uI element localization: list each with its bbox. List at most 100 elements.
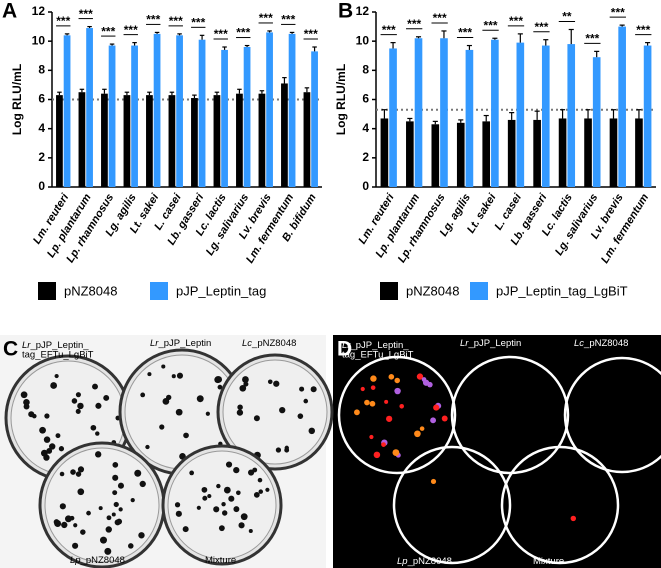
- y-tick-label: 10: [32, 33, 46, 47]
- colony: [92, 383, 98, 390]
- y-tick-label: 6: [362, 92, 369, 106]
- significance-label: ***: [124, 23, 138, 37]
- plate-label-text: Mixture: [533, 556, 564, 567]
- colony: [112, 490, 118, 496]
- colony: [71, 398, 78, 404]
- significance-label: ***: [484, 18, 498, 32]
- bar: [86, 28, 93, 187]
- colony: [238, 522, 245, 529]
- colony: [39, 426, 46, 434]
- colony: [196, 505, 201, 510]
- colony: [113, 501, 119, 508]
- bar: [78, 92, 86, 187]
- colony: [174, 502, 181, 508]
- colony: [112, 474, 119, 481]
- y-tick-label: 6: [38, 92, 45, 106]
- bar: [482, 121, 491, 187]
- plate-label-text: _pNZ8048: [583, 338, 628, 349]
- plate-label: Lp_pNZ8048: [70, 555, 125, 566]
- colony: [61, 521, 68, 529]
- error-bar: [610, 109, 617, 119]
- plate-label: Mixture: [533, 556, 564, 567]
- colony: [73, 523, 78, 528]
- colony: [59, 503, 66, 510]
- colony: [117, 482, 124, 489]
- error-bar: [560, 109, 566, 119]
- bar: [266, 32, 273, 187]
- panel-label: D: [337, 338, 352, 361]
- colony: [44, 413, 50, 419]
- bar: [389, 48, 397, 188]
- plate-label-species: Lr: [22, 340, 31, 351]
- colony: [205, 411, 210, 416]
- bar: [311, 51, 318, 187]
- error-bar: [492, 37, 498, 40]
- bar: [63, 35, 71, 188]
- colony: [95, 402, 102, 409]
- bar: [258, 93, 266, 187]
- bar: [191, 98, 198, 187]
- bar: [465, 49, 474, 187]
- plate: [450, 355, 570, 475]
- error-bar: [534, 110, 540, 120]
- colony: [43, 436, 51, 443]
- bar: [303, 92, 311, 187]
- bar: [507, 119, 516, 187]
- colony: [70, 469, 76, 475]
- error-bar: [441, 30, 447, 39]
- bar: [592, 57, 601, 188]
- plate-label: Lc_pNZ8048: [574, 338, 628, 349]
- plate-label-text: _pJP_Leptin_: [29, 340, 89, 351]
- colony: [103, 394, 110, 401]
- plate-label-species: Lr: [460, 338, 469, 349]
- colony: [99, 536, 107, 544]
- plate-label-line: tag_EFTu_LgBiT: [342, 350, 414, 361]
- plate-label-species: Lc: [242, 338, 252, 349]
- plate: [563, 356, 661, 474]
- colony: [414, 430, 421, 438]
- plate-label-species: Lc: [574, 338, 584, 349]
- colony: [360, 386, 365, 392]
- error-bar: [517, 33, 523, 43]
- y-tick-label: 0: [38, 179, 45, 193]
- legend-label: pNZ8048: [406, 283, 459, 298]
- colony: [161, 364, 166, 369]
- colony: [221, 501, 226, 507]
- colony: [207, 494, 212, 499]
- colony: [112, 461, 119, 468]
- colony: [370, 375, 377, 382]
- colony: [90, 424, 97, 431]
- y-tick-label: 8: [362, 63, 369, 77]
- bar: [491, 39, 499, 188]
- colony: [275, 447, 282, 453]
- significance-label: ***: [79, 7, 93, 21]
- plate-label: Lp_pNZ8048: [397, 556, 452, 567]
- bar: [176, 35, 183, 188]
- error-bar: [237, 88, 242, 94]
- plate-label-species: Lp: [70, 555, 81, 566]
- plate-label-text: _pJP_Leptin: [157, 338, 211, 349]
- bar: [108, 45, 116, 187]
- error-bar: [543, 39, 549, 46]
- colony: [162, 397, 170, 405]
- error-bar: [102, 88, 107, 94]
- bar: [236, 93, 243, 187]
- colony: [253, 492, 260, 498]
- y-tick-label: 12: [356, 4, 370, 18]
- plate-label: Lc_pNZ8048: [242, 338, 296, 349]
- bar: [635, 118, 643, 187]
- bar: [516, 42, 525, 187]
- panel-label: A: [2, 0, 17, 23]
- bar: [618, 26, 626, 188]
- plate-label-species: Lp: [397, 556, 408, 567]
- plate-label-species: Lr: [342, 340, 351, 351]
- colony: [175, 510, 182, 517]
- error-bar: [222, 46, 227, 50]
- significance-label: ***: [169, 14, 183, 28]
- bar: [533, 119, 541, 187]
- colony: [223, 486, 231, 494]
- colony: [75, 471, 82, 477]
- y-axis-label: Log RLU/mL: [334, 64, 348, 135]
- colony: [189, 470, 195, 476]
